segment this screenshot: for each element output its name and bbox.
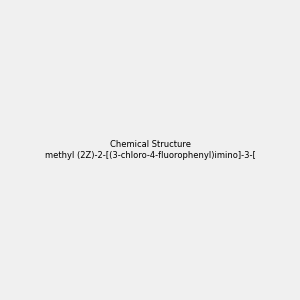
Text: Chemical Structure
methyl (2Z)-2-[(3-chloro-4-fluorophenyl)imino]-3-[: Chemical Structure methyl (2Z)-2-[(3-chl… xyxy=(45,140,255,160)
